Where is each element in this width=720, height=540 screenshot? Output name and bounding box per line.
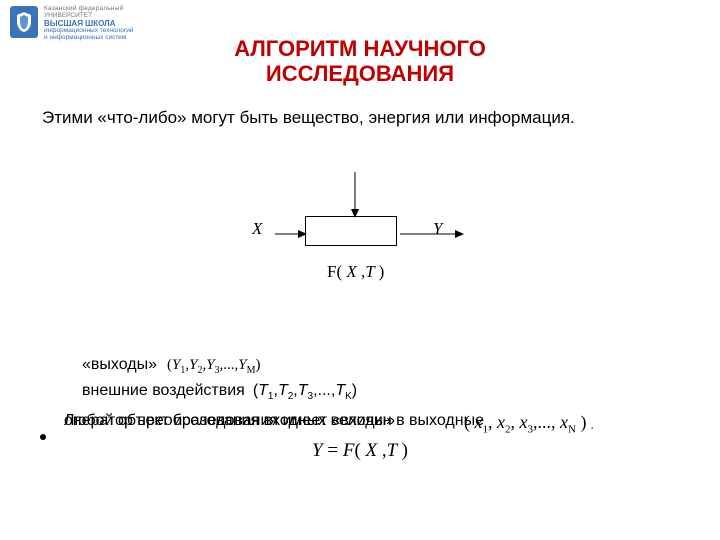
page-title: АЛГОРИТМ НАУЧНОГО ИССЛЕДОВАНИЯ [0, 36, 720, 87]
system-diagram: X Y F( X ,T ) [0, 172, 720, 302]
x-label: X [252, 219, 262, 239]
fxt-label: F( X ,T ) [327, 262, 384, 282]
equation: Y = F( X ,T ) [0, 440, 720, 462]
title-line-1: АЛГОРИТМ НАУЧНОГО [234, 36, 486, 61]
intro-text: Этими «что-либо» могут быть вещество, эн… [42, 108, 688, 128]
top-arrow-icon [349, 172, 361, 218]
bullet-row: Любой объект исследования имеет «входы» … [40, 412, 700, 440]
left-arrow-icon [275, 230, 307, 238]
bullet-text-wrap: Любой объект исследования имеет «входы» … [64, 412, 700, 440]
outputs-math: (Y1,Y2,Y3,...,YM) [167, 357, 261, 376]
right-arrow-icon [400, 230, 464, 238]
external-line: внешние воздействия (T1,T2,T3,...,TK) [82, 382, 357, 402]
shield-icon [15, 11, 33, 33]
system-box [305, 216, 397, 246]
outputs-line: «выходы» (Y1,Y2,Y3,...,YM) [82, 356, 261, 376]
bullet-rhs: ( x1, x2, x3,..., xN ) , [464, 412, 593, 436]
university-logo [10, 6, 38, 38]
external-math: (T1,T2,T3,...,TK) [253, 382, 357, 402]
external-label: внешние воздействия [82, 382, 245, 400]
bullet-text-b: оператор преобразования входных величин … [64, 412, 484, 430]
outputs-label: «выходы» [82, 356, 157, 374]
title-line-2: ИССЛЕДОВАНИЯ [266, 61, 454, 86]
